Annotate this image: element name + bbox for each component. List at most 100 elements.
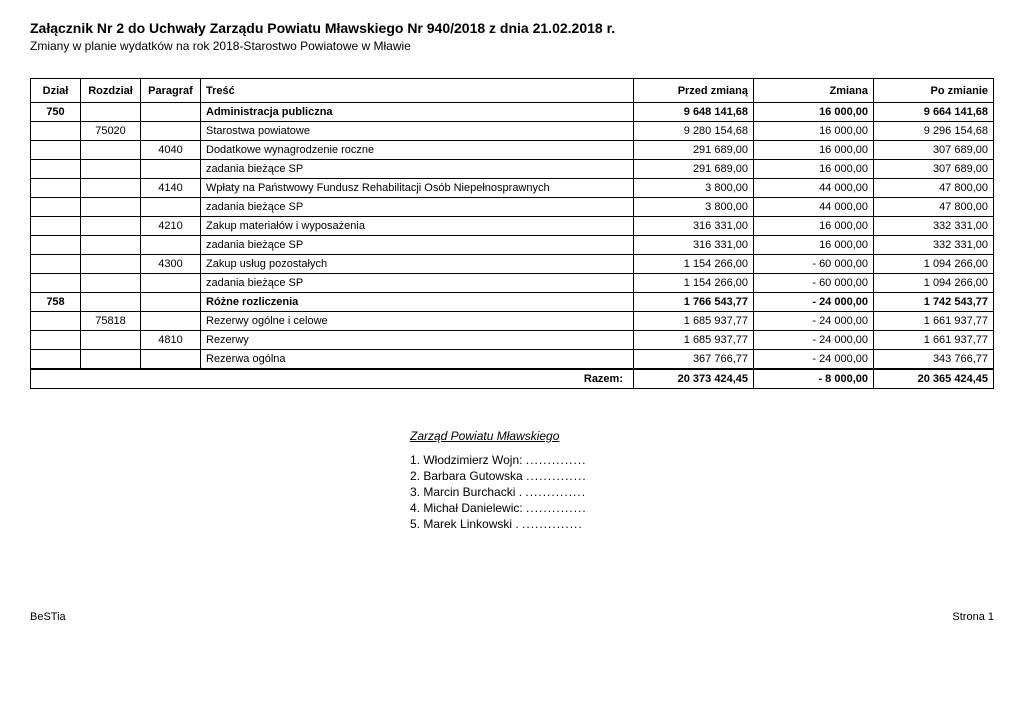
signature-line: 2. Barbara Gutowska .............. bbox=[410, 469, 994, 483]
signature-line: 1. Włodzimierz Wojn: .............. bbox=[410, 453, 994, 467]
table-cell: Rezerwy bbox=[201, 331, 634, 350]
table-row: 4140Wpłaty na Państwowy Fundusz Rehabili… bbox=[31, 179, 994, 198]
table-cell: 47 800,00 bbox=[874, 198, 994, 217]
table-cell: 316 331,00 bbox=[634, 236, 754, 255]
table-cell: 44 000,00 bbox=[754, 198, 874, 217]
razem-cell: - 8 000,00 bbox=[754, 369, 874, 389]
table-cell bbox=[31, 312, 81, 331]
table-cell bbox=[31, 160, 81, 179]
table-cell bbox=[31, 141, 81, 160]
table-cell: 1 154 266,00 bbox=[634, 255, 754, 274]
table-cell: 16 000,00 bbox=[754, 160, 874, 179]
table-cell bbox=[31, 198, 81, 217]
table-cell bbox=[31, 350, 81, 370]
table-cell bbox=[81, 236, 141, 255]
table-cell bbox=[81, 217, 141, 236]
table-cell: 1 742 543,77 bbox=[874, 293, 994, 312]
table-cell: 1 685 937,77 bbox=[634, 331, 754, 350]
table-cell bbox=[81, 331, 141, 350]
header-subtitle: Zmiany w planie wydatków na rok 2018-Sta… bbox=[30, 39, 994, 53]
table-cell: 4040 bbox=[141, 141, 201, 160]
table-cell: 4210 bbox=[141, 217, 201, 236]
table-cell bbox=[141, 103, 201, 122]
table-cell: 367 766,77 bbox=[634, 350, 754, 370]
table-cell: 1 094 266,00 bbox=[874, 274, 994, 293]
table-row: 4300Zakup usług pozostałych1 154 266,00-… bbox=[31, 255, 994, 274]
table-cell bbox=[31, 122, 81, 141]
table-cell bbox=[141, 122, 201, 141]
table-cell: 75020 bbox=[81, 122, 141, 141]
table-cell bbox=[141, 312, 201, 331]
footer-right: Strona 1 bbox=[952, 611, 994, 623]
table-cell: 1 661 937,77 bbox=[874, 312, 994, 331]
table-cell bbox=[141, 198, 201, 217]
col-tresc: Treść bbox=[201, 79, 634, 103]
col-po: Po zmianie bbox=[874, 79, 994, 103]
col-przed: Przed zmianą bbox=[634, 79, 754, 103]
table-cell: Administracja publiczna bbox=[201, 103, 634, 122]
table-cell: zadania bieżące SP bbox=[201, 198, 634, 217]
table-cell: - 24 000,00 bbox=[754, 293, 874, 312]
table-row: Rezerwa ogólna367 766,77- 24 000,00343 7… bbox=[31, 350, 994, 370]
table-cell bbox=[31, 331, 81, 350]
table-cell: 47 800,00 bbox=[874, 179, 994, 198]
table-cell bbox=[81, 160, 141, 179]
table-cell: 291 689,00 bbox=[634, 141, 754, 160]
table-row: 758Różne rozliczenia1 766 543,77- 24 000… bbox=[31, 293, 994, 312]
table-cell: 9 296 154,68 bbox=[874, 122, 994, 141]
col-zmiana: Zmiana bbox=[754, 79, 874, 103]
table-cell: - 60 000,00 bbox=[754, 274, 874, 293]
table-cell: 1 685 937,77 bbox=[634, 312, 754, 331]
table-cell bbox=[31, 236, 81, 255]
razem-row: Razem:20 373 424,45- 8 000,0020 365 424,… bbox=[31, 369, 994, 389]
table-cell: 758 bbox=[31, 293, 81, 312]
table-cell bbox=[31, 274, 81, 293]
table-cell: 9 280 154,68 bbox=[634, 122, 754, 141]
table-row: zadania bieżące SP316 331,0016 000,00332… bbox=[31, 236, 994, 255]
footer-left: BeSTia bbox=[30, 611, 66, 623]
table-row: 75818Rezerwy ogólne i celowe1 685 937,77… bbox=[31, 312, 994, 331]
table-cell: Rezerwa ogólna bbox=[201, 350, 634, 370]
table-cell: 332 331,00 bbox=[874, 236, 994, 255]
razem-cell: 20 365 424,45 bbox=[874, 369, 994, 389]
table-cell bbox=[141, 274, 201, 293]
table-row: zadania bieżące SP3 800,0044 000,0047 80… bbox=[31, 198, 994, 217]
table-cell: 9 648 141,68 bbox=[634, 103, 754, 122]
table-cell: 343 766,77 bbox=[874, 350, 994, 370]
razem-cell: 20 373 424,45 bbox=[634, 369, 754, 389]
table-cell: 307 689,00 bbox=[874, 141, 994, 160]
table-cell: 4300 bbox=[141, 255, 201, 274]
table-cell: - 24 000,00 bbox=[754, 331, 874, 350]
table-cell bbox=[81, 179, 141, 198]
table-cell bbox=[31, 179, 81, 198]
table-cell bbox=[81, 198, 141, 217]
table-row: zadania bieżące SP1 154 266,00- 60 000,0… bbox=[31, 274, 994, 293]
table-cell: 307 689,00 bbox=[874, 160, 994, 179]
table-cell bbox=[31, 255, 81, 274]
table-cell: 1 094 266,00 bbox=[874, 255, 994, 274]
table-row: 4810Rezerwy1 685 937,77- 24 000,001 661 … bbox=[31, 331, 994, 350]
table-cell bbox=[81, 350, 141, 370]
col-rozdzial: Rozdział bbox=[81, 79, 141, 103]
table-cell bbox=[81, 103, 141, 122]
table-cell bbox=[141, 236, 201, 255]
table-cell: 44 000,00 bbox=[754, 179, 874, 198]
table-cell: 750 bbox=[31, 103, 81, 122]
table-row: 750Administracja publiczna9 648 141,6816… bbox=[31, 103, 994, 122]
table-cell: Rezerwy ogólne i celowe bbox=[201, 312, 634, 331]
footer: BeSTia Strona 1 bbox=[30, 611, 994, 623]
table-cell: 316 331,00 bbox=[634, 217, 754, 236]
table-cell: Zakup usług pozostałych bbox=[201, 255, 634, 274]
table-cell: 1 154 266,00 bbox=[634, 274, 754, 293]
table-cell: zadania bieżące SP bbox=[201, 274, 634, 293]
signature-line: 3. Marcin Burchacki . .............. bbox=[410, 485, 994, 499]
table-cell: - 24 000,00 bbox=[754, 312, 874, 331]
table-cell: zadania bieżące SP bbox=[201, 160, 634, 179]
budget-table: Dział Rozdział Paragraf Treść Przed zmia… bbox=[30, 78, 994, 389]
table-cell bbox=[141, 293, 201, 312]
table-cell bbox=[141, 350, 201, 370]
table-row: 4040Dodatkowe wynagrodzenie roczne291 68… bbox=[31, 141, 994, 160]
signatures-block: Zarząd Powiatu Mławskiego 1. Włodzimierz… bbox=[410, 429, 994, 531]
signature-line: 4. Michał Danielewic: .............. bbox=[410, 501, 994, 515]
table-cell: 16 000,00 bbox=[754, 236, 874, 255]
